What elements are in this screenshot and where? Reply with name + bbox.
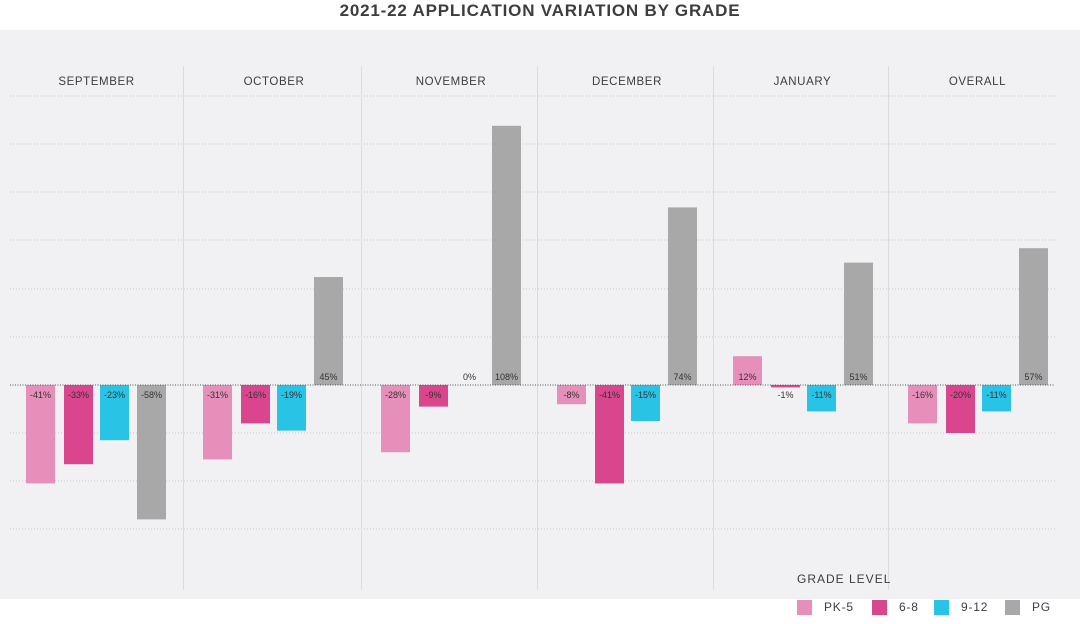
data-label-6-8-september: -33% — [68, 390, 89, 400]
legend: GRADE LEVEL PK-5 6-8 9-12 PG — [797, 572, 1067, 624]
bar-pg-september — [137, 385, 166, 520]
bar-6-8-january — [771, 385, 800, 388]
data-label-pg-january: 51% — [849, 372, 867, 382]
data-label-9-12-january: -11% — [811, 390, 831, 400]
data-label-pg-november: 108% — [495, 372, 518, 382]
data-label-9-12-december: -15% — [635, 390, 656, 400]
bar-6-8-october — [241, 385, 270, 424]
bar-pk-5-december — [557, 385, 586, 405]
data-label-pk-5-september: -41% — [30, 390, 51, 400]
bar-pg-january — [844, 262, 873, 385]
data-label-9-12-november: 0% — [463, 372, 476, 382]
bar-pk-5-september — [26, 385, 55, 484]
bar-pk-5-november — [381, 385, 410, 453]
legend-swatch-6-8 — [872, 600, 887, 615]
data-label-9-12-september: -23% — [104, 390, 125, 400]
plot-area: SEPTEMBER OCTOBER NOVEMBER DECEMBER JANUARY O… — [0, 30, 1080, 615]
data-label-9-12-overall: -11% — [986, 390, 1006, 400]
bar-pk-5-overall — [908, 385, 937, 424]
data-label-pk-5-december: -8% — [563, 390, 579, 400]
data-label-6-8-november: -9% — [425, 390, 441, 400]
category-label-november: NOVEMBER — [416, 76, 487, 88]
bar-9-12-overall — [982, 385, 1011, 412]
bar-9-12-january — [807, 385, 836, 412]
category-label-september: SEPTEMBER — [58, 76, 134, 88]
bar-pg-december — [668, 207, 697, 385]
legend-label-pg: PG — [1032, 600, 1051, 614]
legend-label-9-12: 9-12 — [961, 600, 989, 614]
data-label-6-8-overall: -20% — [950, 390, 971, 400]
data-label-pg-september: -58% — [141, 390, 162, 400]
category-label-december: DECEMBER — [592, 76, 662, 88]
bar-pk-5-january — [733, 356, 762, 385]
legend-title: GRADE LEVEL — [797, 572, 892, 586]
data-label-6-8-october: -16% — [245, 390, 266, 400]
bar-pg-october — [314, 277, 343, 385]
bar-pg-november — [492, 125, 521, 386]
category-label-october: OCTOBER — [244, 76, 305, 88]
bar-6-8-september — [64, 385, 93, 465]
data-label-pk-5-november: -28% — [385, 390, 406, 400]
data-label-pg-overall: 57% — [1024, 372, 1042, 382]
data-label-pg-december: 74% — [673, 372, 691, 382]
data-label-6-8-december: -41% — [599, 390, 620, 400]
bar-pg-overall — [1019, 248, 1048, 385]
data-label-6-8-january: -1% — [777, 390, 793, 400]
chart-title: 2021-22 APPLICATION VARIATION BY GRADE — [339, 1, 741, 20]
data-label-pk-5-january: 12% — [738, 372, 756, 382]
legend-swatch-9-12 — [934, 600, 949, 615]
legend-swatch-pg — [1005, 600, 1020, 615]
legend-swatch-pk5 — [797, 600, 812, 615]
bar-6-8-overall — [946, 385, 975, 433]
category-label-overall: OVERALL — [949, 76, 1006, 88]
legend-label-pk5: PK-5 — [824, 600, 854, 614]
data-label-9-12-october: -19% — [281, 390, 302, 400]
data-label-pk-5-overall: -16% — [912, 390, 933, 400]
bar-6-8-november — [419, 385, 448, 407]
bar-6-8-december — [595, 385, 624, 484]
bar-9-12-october — [277, 385, 306, 431]
bar-9-12-september — [100, 385, 129, 441]
category-label-january: JANUARY — [774, 76, 832, 88]
legend-label-6-8: 6-8 — [899, 600, 919, 614]
data-label-pg-october: 45% — [319, 372, 337, 382]
bar-9-12-december — [631, 385, 660, 421]
bar-chart: SEPTEMBER OCTOBER NOVEMBER DECEMBER JANUARY O… — [10, 66, 1055, 590]
bar-pk-5-october — [203, 385, 232, 460]
data-label-pk-5-october: -31% — [207, 390, 228, 400]
